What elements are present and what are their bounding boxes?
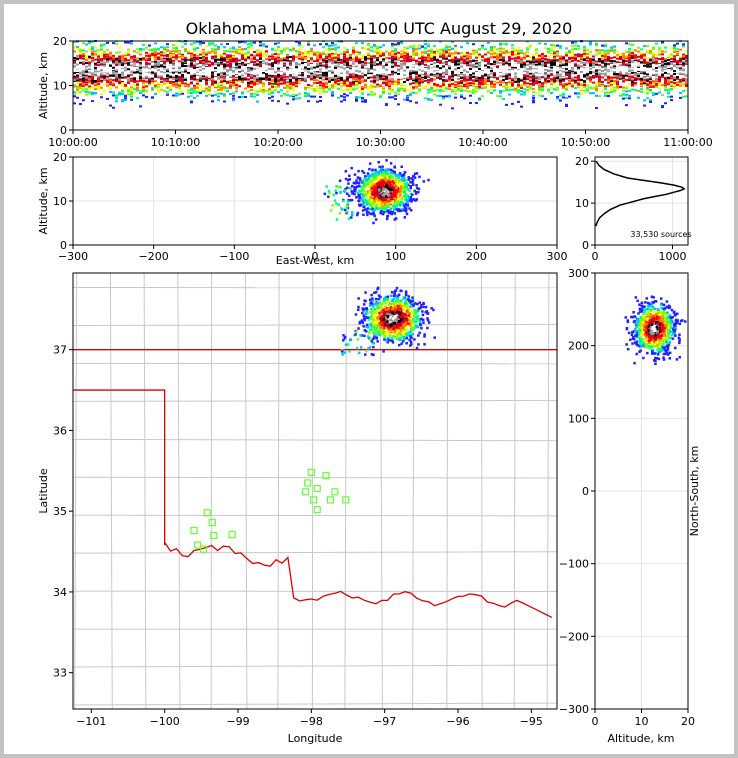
altitude-tick-label: 20 [53, 151, 67, 164]
longitude-tick-label: −95 [520, 715, 543, 728]
lma-station-marker [309, 496, 318, 504]
time-tick-label: 10:00:00 [48, 136, 97, 149]
altitude-histogram-panel: 0 1000 0 10 20 33,530 sources [575, 155, 692, 263]
altitude-time-panel: 10:00:00 10:10:00 10:20:00 10:30:00 10:40:00… [37, 35, 713, 149]
county-boundaries [73, 273, 557, 709]
lma-station-marker [210, 531, 218, 540]
altitude-tick-label: 10 [53, 80, 67, 93]
figure-title: Oklahoma LMA 1000-1100 UTC August 29, 20… [186, 19, 573, 38]
lma-station-marker [331, 488, 339, 496]
east-west-tick-label: −200 [139, 250, 169, 263]
north-south-tick-label: −300 [559, 703, 589, 716]
north-south-tick-label: −100 [559, 558, 589, 571]
east-west-tick-label: 100 [385, 250, 406, 263]
altitude-tick-label: 20 [53, 35, 67, 48]
altitude-xlabel: Altitude, km [607, 732, 674, 745]
histogram-tick-label: 1000 [659, 250, 687, 263]
time-tick-label: 10:20:00 [253, 136, 302, 149]
altitude-tick-label: 0 [60, 239, 67, 252]
altitude-east-west-ylabel: Altitude, km [37, 167, 50, 234]
north-south-tick-label: −200 [559, 630, 589, 643]
east-west-xlabel: East-West, km [276, 254, 354, 267]
lma-station-marker [203, 509, 211, 517]
latitude-ylabel: Latitude [37, 468, 50, 514]
north-south-altitude-panel: 0 10 20 −300 −200 −100 0 100 200 300 Altitude, km… [559, 267, 701, 745]
histogram-altitude-tick-label: 10 [575, 197, 589, 210]
lma-station-marker [313, 484, 321, 493]
lma-station-marker [307, 468, 315, 477]
longitude-tick-label: −99 [226, 715, 249, 728]
time-tick-label: 10:50:00 [561, 136, 610, 149]
longitude-tick-label: −98 [300, 715, 323, 728]
lma-station-marker [326, 496, 334, 504]
time-tick-label: 10:40:00 [458, 136, 507, 149]
north-south-ylabel: North-South, km [688, 446, 701, 537]
longitude-tick-label: −96 [446, 715, 469, 728]
histogram-altitude-tick-label: 0 [582, 239, 589, 252]
lma-station-marker [301, 488, 310, 496]
lma-figure: Oklahoma LMA 1000-1100 UTC August 29, 20… [37, 19, 713, 745]
oklahoma-border [73, 389, 553, 618]
east-west-tick-label: −100 [219, 250, 249, 263]
north-south-tick-label: 100 [568, 412, 589, 425]
latitude-tick-label: 35 [53, 505, 67, 518]
east-west-tick-label: 200 [466, 250, 487, 263]
north-south-tick-label: 300 [568, 267, 589, 280]
north-south-tick-label: 200 [568, 340, 589, 353]
altitude-time-ylabel: Altitude, km [37, 52, 50, 119]
altitude-east-west-panel: −300 −200 −100 0 100 200 300 0 10 20 East-West, k… [37, 151, 568, 267]
lma-station-marker [199, 545, 208, 553]
altitude-tick-label: 20 [681, 715, 695, 728]
longitude-tick-label: −101 [76, 715, 106, 728]
latitude-tick-label: 34 [53, 586, 67, 599]
altitude-profile-line [595, 160, 686, 227]
lma-station-marker [208, 518, 216, 527]
altitude-tick-label: 10 [635, 715, 649, 728]
north-south-tick-label: 0 [582, 485, 589, 498]
lma-station-marker [342, 496, 350, 504]
lma-station-marker [313, 505, 321, 514]
time-tick-label: 11:00:00 [663, 136, 712, 149]
lma-station-marker [228, 530, 236, 539]
histogram-tick-label: 0 [592, 250, 599, 263]
lma-station-marker [190, 526, 198, 535]
source-count-annotation: 33,530 sources [630, 230, 691, 239]
lma-station-marker [304, 479, 312, 487]
lma-station-marker [322, 472, 330, 480]
plan-view-map-panel: −101 −100 −99 −98 −97 −96 −95 33 34 35 36 37 Longit… [37, 272, 558, 745]
east-west-tick-label: 300 [547, 250, 568, 263]
latitude-tick-label: 33 [53, 667, 67, 680]
altitude-tick-label: 0 [592, 715, 599, 728]
altitude-tick-label: 10 [53, 195, 67, 208]
time-tick-label: 10:10:00 [151, 136, 200, 149]
histogram-altitude-tick-label: 20 [575, 155, 589, 168]
altitude-tick-label: 0 [60, 124, 67, 137]
latitude-tick-label: 37 [53, 344, 67, 357]
figure-frame: Oklahoma LMA 1000-1100 UTC August 29, 20… [4, 4, 734, 754]
latitude-tick-label: 36 [53, 424, 67, 437]
longitude-xlabel: Longitude [288, 732, 343, 745]
east-west-tick-label: −300 [58, 250, 88, 263]
lma-station-marker [194, 541, 202, 549]
east-west-tick-label: 0 [312, 250, 319, 263]
time-tick-label: 10:30:00 [356, 136, 405, 149]
longitude-tick-label: −97 [373, 715, 396, 728]
longitude-tick-label: −100 [150, 715, 180, 728]
